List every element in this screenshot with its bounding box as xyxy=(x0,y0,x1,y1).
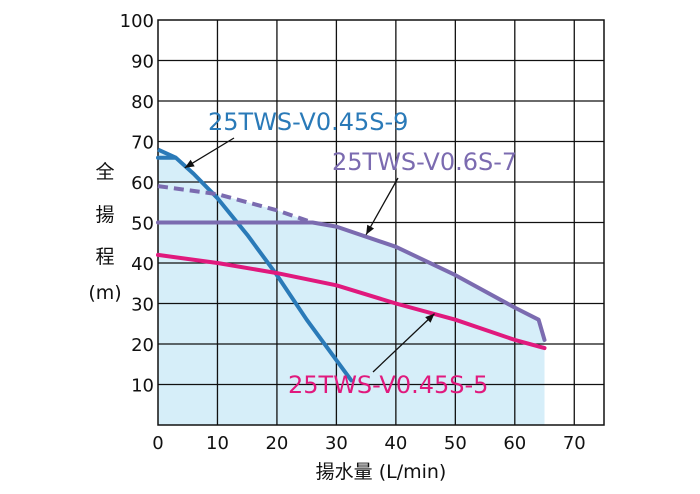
series-labels: 25TWS-V0.45S-9 25TWS-V0.6S-7 25TWS-V0.45S-… xyxy=(208,108,517,399)
series-extra-segment xyxy=(157,147,177,160)
y-tick-label: 20 xyxy=(131,335,154,356)
shaded-operating-region xyxy=(158,149,545,425)
series-label-3: 25TWS-V0.45S-5 xyxy=(288,371,488,399)
pointer-line-1 xyxy=(184,137,235,169)
pointer-arrowhead-3 xyxy=(425,313,435,323)
x-tick-label: 10 xyxy=(206,433,229,454)
pointer-line-2 xyxy=(365,177,399,235)
grid-lines xyxy=(158,20,604,425)
y-tick-labels: 10 20 30 40 50 60 70 80 90 100 xyxy=(120,11,154,397)
y-axis-label-char-1: 全 xyxy=(95,161,114,183)
x-tick-labels: 0 10 20 30 40 50 60 70 xyxy=(152,433,585,454)
label-pointers xyxy=(184,137,435,373)
pointer-line-3 xyxy=(372,313,435,373)
pointer-arrowhead-1 xyxy=(184,159,195,168)
x-tick-label: 0 xyxy=(152,433,163,454)
series-label-2: 25TWS-V0.6S-7 xyxy=(332,148,517,176)
x-tick-label: 50 xyxy=(444,433,467,454)
y-tick-label: 70 xyxy=(131,133,154,154)
y-tick-label: 100 xyxy=(120,11,154,32)
series-line-1 xyxy=(156,155,354,383)
x-tick-label: 60 xyxy=(503,433,526,454)
y-tick-label: 80 xyxy=(131,92,154,113)
x-tick-label: 30 xyxy=(325,433,348,454)
y-tick-label: 30 xyxy=(131,295,154,316)
pointer-arrowhead-2 xyxy=(366,224,375,235)
y-tick-label: 60 xyxy=(131,173,154,194)
series-line-2 xyxy=(156,220,547,342)
series-line-3 xyxy=(156,252,547,351)
y-tick-label: 90 xyxy=(131,52,154,73)
series-label-1: 25TWS-V0.45S-9 xyxy=(208,108,408,136)
y-axis-label-char-2: 揚 xyxy=(95,204,114,226)
x-tick-label: 70 xyxy=(563,433,586,454)
y-axis-label-char-4: (m) xyxy=(88,282,121,304)
x-tick-label: 40 xyxy=(384,433,407,454)
y-tick-label: 10 xyxy=(131,376,154,397)
y-axis-label-char-3: 程 xyxy=(95,246,114,268)
series-curves xyxy=(156,147,547,383)
y-tick-label: 40 xyxy=(131,254,154,275)
y-tick-label: 50 xyxy=(131,214,154,235)
x-tick-label: 20 xyxy=(265,433,288,454)
x-axis-label: 揚水量 (L/min) xyxy=(316,461,447,483)
